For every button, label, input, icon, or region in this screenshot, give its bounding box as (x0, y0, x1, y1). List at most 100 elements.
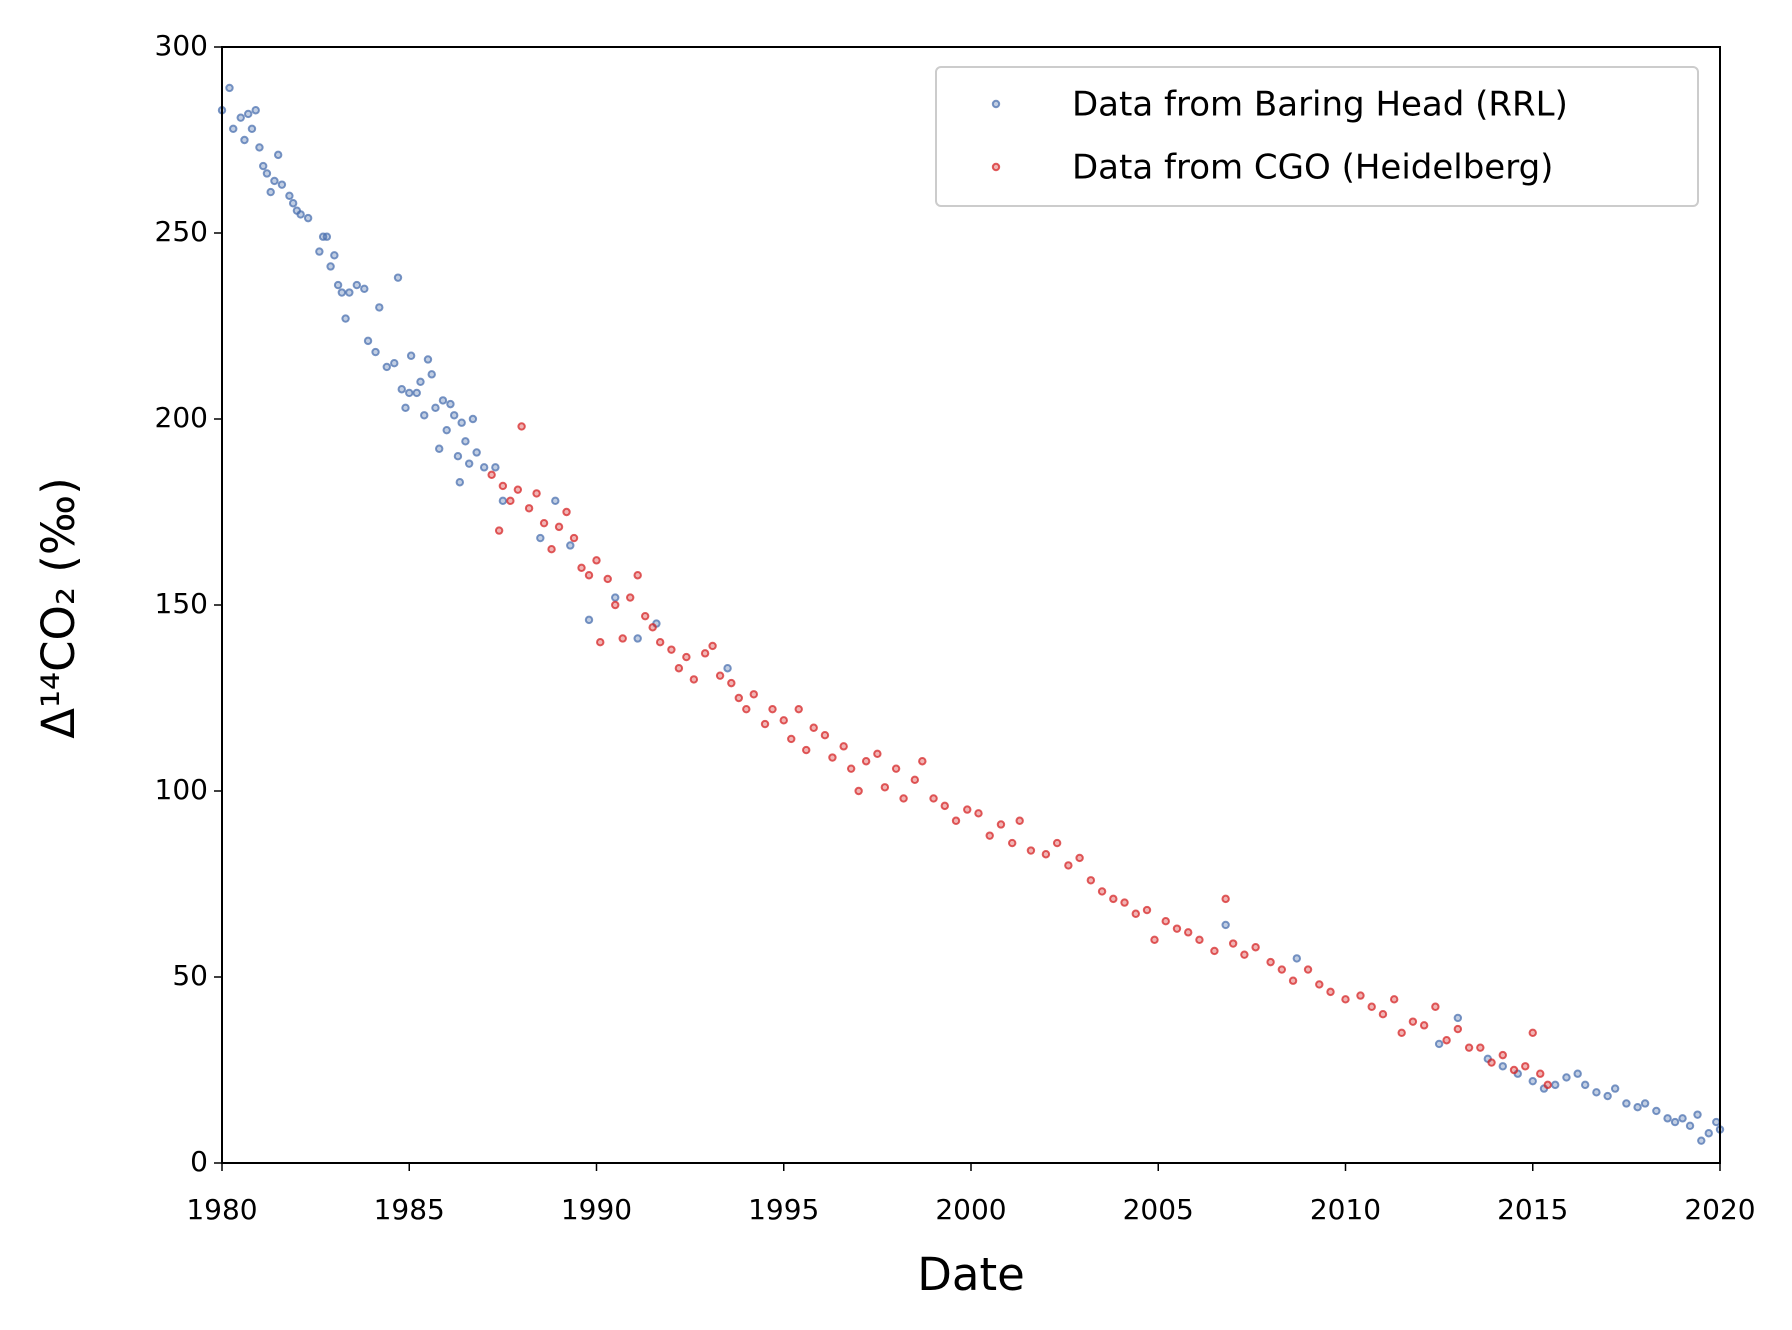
y-tick-label: 300 (155, 29, 208, 62)
point (611, 600, 620, 610)
point (1075, 853, 1084, 863)
point (393, 273, 403, 282)
point (618, 634, 627, 643)
point (1150, 935, 1159, 944)
point (1131, 909, 1140, 918)
point (1378, 1010, 1388, 1019)
point (1434, 1039, 1444, 1049)
legend-marker (991, 99, 1001, 109)
point (536, 533, 545, 543)
point (963, 805, 972, 814)
point (453, 452, 463, 461)
point (1397, 1028, 1406, 1038)
y-axis-label: Δ¹⁴CO₂ (‰) (32, 477, 85, 739)
point (1303, 965, 1313, 974)
point (584, 571, 594, 580)
point (584, 615, 594, 625)
point (727, 678, 736, 688)
point (1015, 816, 1024, 825)
point (554, 522, 564, 532)
point (667, 645, 676, 654)
point (435, 444, 444, 453)
point (285, 191, 294, 201)
point (1453, 1013, 1463, 1023)
point (397, 385, 406, 394)
point (468, 414, 478, 424)
point (371, 347, 380, 357)
point (1551, 1080, 1560, 1090)
point (708, 641, 717, 651)
point (633, 571, 642, 580)
point (1476, 1043, 1485, 1052)
point (1052, 838, 1062, 848)
y-tick-label: 200 (155, 401, 208, 434)
point (1603, 1091, 1612, 1101)
point (416, 377, 425, 386)
legend-label: Data from Baring Head (RRL) (1072, 85, 1568, 125)
point (611, 593, 620, 602)
point (809, 723, 818, 732)
y-tick-label: 150 (155, 587, 208, 620)
point (360, 284, 369, 293)
point (873, 749, 882, 758)
point (854, 786, 863, 796)
point (455, 478, 465, 487)
point (674, 664, 684, 673)
point (1685, 1121, 1695, 1131)
x-tick-label: 2015 (1497, 1193, 1568, 1226)
point (442, 425, 451, 435)
point (277, 180, 287, 189)
point (270, 176, 279, 186)
point (390, 359, 399, 368)
point (288, 199, 298, 208)
series (217, 83, 1725, 1145)
point (1142, 905, 1152, 915)
point (951, 816, 961, 825)
point (1007, 838, 1017, 848)
point (225, 83, 234, 93)
point (1277, 965, 1287, 974)
point (247, 124, 257, 134)
point (449, 411, 459, 420)
point (682, 652, 691, 662)
point (375, 303, 384, 312)
point (603, 574, 612, 584)
legend-box (935, 66, 1699, 207)
point (1266, 957, 1275, 967)
point (779, 716, 788, 725)
point (464, 459, 474, 468)
point (1640, 1099, 1650, 1108)
point (517, 422, 526, 431)
point (326, 262, 335, 271)
point (1464, 1043, 1474, 1052)
point (1622, 1099, 1631, 1108)
point (940, 801, 949, 811)
point (491, 463, 500, 472)
point (1704, 1129, 1713, 1138)
point (333, 280, 343, 290)
point (1536, 1069, 1545, 1078)
point (427, 370, 436, 379)
point (891, 764, 901, 773)
point (1562, 1073, 1571, 1082)
point (498, 496, 508, 506)
point (1240, 950, 1249, 959)
point (341, 314, 350, 323)
point (1086, 876, 1096, 885)
point (539, 518, 549, 528)
x-tick-label: 1995 (748, 1193, 819, 1226)
point (1341, 995, 1350, 1004)
point (723, 664, 732, 673)
point (648, 623, 657, 632)
point (569, 533, 579, 543)
point (592, 556, 601, 565)
point (1097, 887, 1107, 896)
point (1453, 1024, 1463, 1034)
point (996, 820, 1006, 829)
point (655, 638, 665, 647)
point (1652, 1106, 1661, 1116)
point (236, 113, 245, 122)
point (1356, 991, 1365, 1000)
